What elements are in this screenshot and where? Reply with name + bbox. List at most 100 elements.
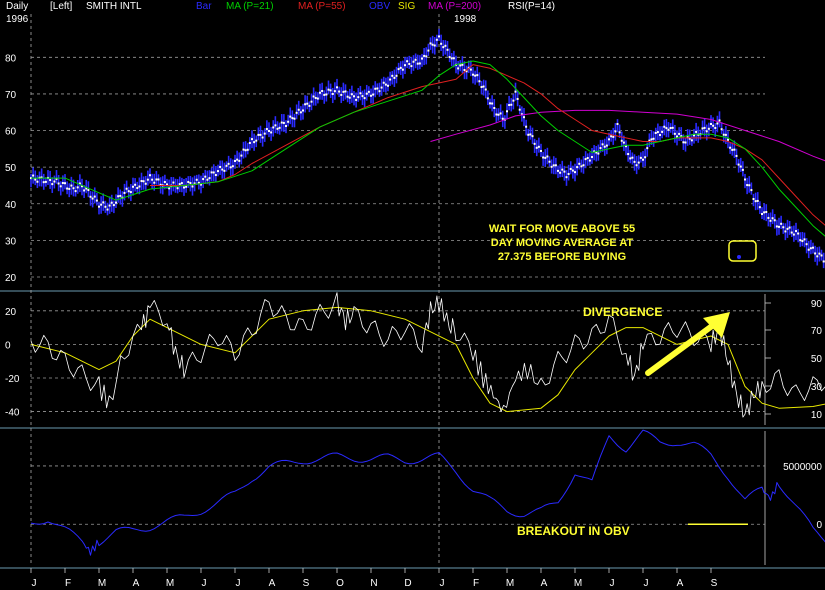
- price-bar-tick: [129, 191, 132, 194]
- price-bar-tick: [389, 78, 392, 81]
- rsi-right-tick-label: 50: [811, 354, 823, 365]
- price-bar-tick: [531, 135, 534, 138]
- price-bar-tick: [204, 175, 207, 178]
- divergence-arrow-shaft: [645, 323, 715, 376]
- symbol-label: SMITH INTL: [86, 1, 142, 12]
- price-bar-tick: [85, 187, 88, 190]
- price-bar-tick: [463, 69, 466, 72]
- year-label-1998: 1998: [454, 14, 477, 25]
- price-bar-tick: [253, 141, 256, 144]
- price-bar-tick: [374, 87, 377, 90]
- price-bar-tick: [297, 108, 300, 111]
- price-bar-tick: [159, 183, 162, 186]
- price-bar-tick: [746, 184, 749, 187]
- price-bar-tick: [319, 91, 321, 94]
- price-bar-tick: [293, 117, 296, 120]
- price-bar-tick: [310, 100, 313, 103]
- price-bar-tick: [703, 126, 706, 129]
- price-bar-tick: [790, 231, 793, 234]
- price-bar-tick: [280, 121, 283, 124]
- price-bar-tick: [151, 178, 154, 181]
- price-bar-tick: [775, 225, 778, 228]
- price-bar-tick: [450, 57, 453, 60]
- price-bar-tick: [248, 141, 251, 144]
- price-bar-tick: [705, 130, 708, 133]
- price-bar-tick: [697, 133, 700, 136]
- price-bar-tick: [744, 178, 746, 181]
- price-bar-tick: [350, 93, 353, 96]
- price-bar-tick: [748, 184, 751, 187]
- price-bar-tick: [87, 189, 90, 192]
- price-bar-tick: [459, 64, 462, 67]
- price-bar-tick: [533, 142, 536, 145]
- price-bar-tick: [78, 182, 81, 185]
- period-label: Daily: [6, 1, 29, 12]
- price-tick-label: 30: [5, 236, 17, 247]
- sig-line: [30, 306, 825, 413]
- buy-point-marker: [737, 255, 741, 259]
- price-bar-tick: [410, 65, 413, 68]
- price-annotation-line: DAY MOVING AVERAGE AT: [491, 237, 634, 249]
- price-bar-tick: [784, 230, 787, 233]
- price-bar-tick: [142, 180, 145, 183]
- price-bar-tick: [527, 133, 530, 136]
- price-bar-tick: [480, 86, 483, 89]
- month-label: J: [644, 578, 649, 589]
- price-bar-tick: [612, 135, 615, 138]
- price-bar-tick: [132, 185, 134, 188]
- price-bar-tick: [91, 197, 94, 200]
- price-bar-tick: [225, 164, 228, 167]
- price-bar-tick: [476, 74, 479, 77]
- price-bar-tick: [255, 139, 258, 142]
- price-bar-tick: [614, 130, 617, 133]
- price-bar-tick: [561, 168, 564, 171]
- price-bar-tick: [501, 117, 504, 120]
- price-bar-tick: [497, 113, 500, 116]
- price-bar-tick: [406, 60, 409, 63]
- price-bar-tick: [138, 185, 141, 188]
- price-bar-tick: [535, 146, 538, 149]
- price-bar-tick: [797, 232, 800, 235]
- price-bar-tick: [654, 131, 657, 134]
- month-label: J: [236, 578, 241, 589]
- price-tick-label: 60: [5, 127, 17, 138]
- price-bar-tick: [482, 85, 485, 88]
- price-bar-tick: [217, 170, 219, 173]
- price-bar-tick: [423, 54, 426, 57]
- price-bar-tick: [270, 131, 273, 134]
- price-bar-tick: [125, 187, 128, 190]
- price-bar-tick: [404, 64, 406, 67]
- year-label-1996: 1996: [6, 14, 29, 25]
- price-bar-tick: [472, 73, 474, 76]
- price-bar-tick: [559, 171, 562, 174]
- price-bar-tick: [510, 103, 513, 106]
- price-bar-tick: [438, 35, 440, 38]
- price-bar-tick: [550, 165, 553, 168]
- price-bar-tick: [180, 182, 183, 185]
- price-bar-tick: [578, 162, 581, 165]
- rsi-left-tick-label: 0: [5, 340, 11, 351]
- price-bar-tick: [639, 156, 642, 159]
- price-bar-tick: [418, 62, 421, 65]
- price-bar-tick: [34, 178, 37, 181]
- price-bar-tick: [64, 182, 66, 185]
- price-bar-tick: [663, 125, 666, 128]
- price-bar-tick: [537, 145, 540, 148]
- price-bar-tick: [51, 183, 54, 186]
- price-bar-tick: [461, 63, 464, 66]
- price-bar-tick: [242, 148, 245, 151]
- price-bar-tick: [387, 84, 389, 87]
- price-bar-tick: [435, 38, 438, 41]
- price-bar-tick: [665, 127, 668, 130]
- price-bar-tick: [714, 126, 717, 129]
- price-bar-tick: [822, 260, 825, 263]
- price-bar-tick: [782, 226, 785, 229]
- price-bar-tick: [676, 135, 678, 138]
- month-label: S: [711, 578, 718, 589]
- price-bar-tick: [678, 132, 681, 135]
- month-label: F: [473, 578, 479, 589]
- price-bar-tick: [74, 190, 77, 193]
- price-bar-tick: [673, 132, 676, 135]
- price-bar-tick: [565, 176, 568, 179]
- rsi-left-tick-label: -40: [5, 408, 20, 419]
